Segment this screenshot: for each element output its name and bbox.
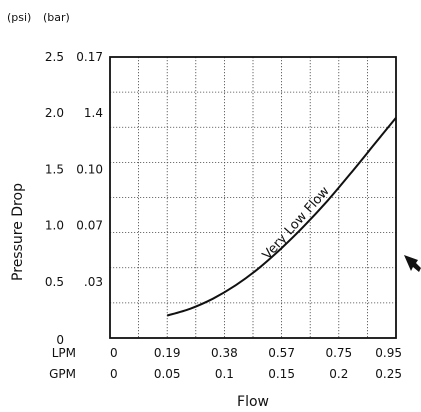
y-tick-psi: 2.0 <box>45 106 64 120</box>
x-tick-lpm: 0.95 <box>375 346 402 360</box>
x-tick-lpm: 0.57 <box>268 346 295 360</box>
x-tick-gpm: 0.05 <box>154 367 181 381</box>
very-low-flow-curve <box>166 117 397 317</box>
lpm-row-label: LPM <box>52 346 76 360</box>
x-tick-lpm: 0 <box>110 346 118 360</box>
x-tick-gpm: 0.1 <box>215 367 234 381</box>
x-tick-lpm: 0.75 <box>325 346 352 360</box>
y-tick-psi: 1.5 <box>45 162 64 176</box>
x-tick-lpm: 0.38 <box>211 346 238 360</box>
x-tick-gpm: 0.15 <box>268 367 295 381</box>
y-tick-psi: 2.5 <box>45 50 64 64</box>
y-tick-bar: 0.07 <box>76 219 103 233</box>
y-tick-psi: 0 <box>56 333 64 347</box>
plot-frame <box>109 56 397 339</box>
x-tick-gpm: 0.25 <box>375 367 402 381</box>
y-tick-psi: 1.0 <box>45 219 64 233</box>
y-tick-bar: 0.10 <box>76 162 103 176</box>
psi-unit-header: (psi) <box>7 11 31 24</box>
y-tick-bar: 1.4 <box>84 106 103 120</box>
pointer-arrow-icon <box>404 255 421 272</box>
x-tick-lpm: 0.19 <box>154 346 181 360</box>
y-tick-labels: 0 0.5 .03 1.0 0.07 1.5 0.10 2.0 1.4 2.5 0.17 <box>45 50 103 347</box>
y-tick-psi: 0.5 <box>45 275 64 289</box>
y-tick-bar: 0.17 <box>76 50 103 64</box>
bar-unit-header: (bar) <box>43 11 70 24</box>
x-tick-labels: 0 0 0.19 0.05 0.38 0.1 0.57 0.15 0.75 0.2 0.95 0.25 <box>110 346 402 381</box>
x-tick-gpm: 0.2 <box>329 367 348 381</box>
x-tick-gpm: 0 <box>110 367 118 381</box>
y-tick-bar: .03 <box>84 275 103 289</box>
x-axis-label: Flow <box>237 394 269 410</box>
chart-grid <box>110 57 396 338</box>
series-label: Very Low Flow <box>260 184 333 263</box>
gpm-row-label: GPM <box>49 367 76 381</box>
y-axis-label: Pressure Drop <box>10 183 26 281</box>
